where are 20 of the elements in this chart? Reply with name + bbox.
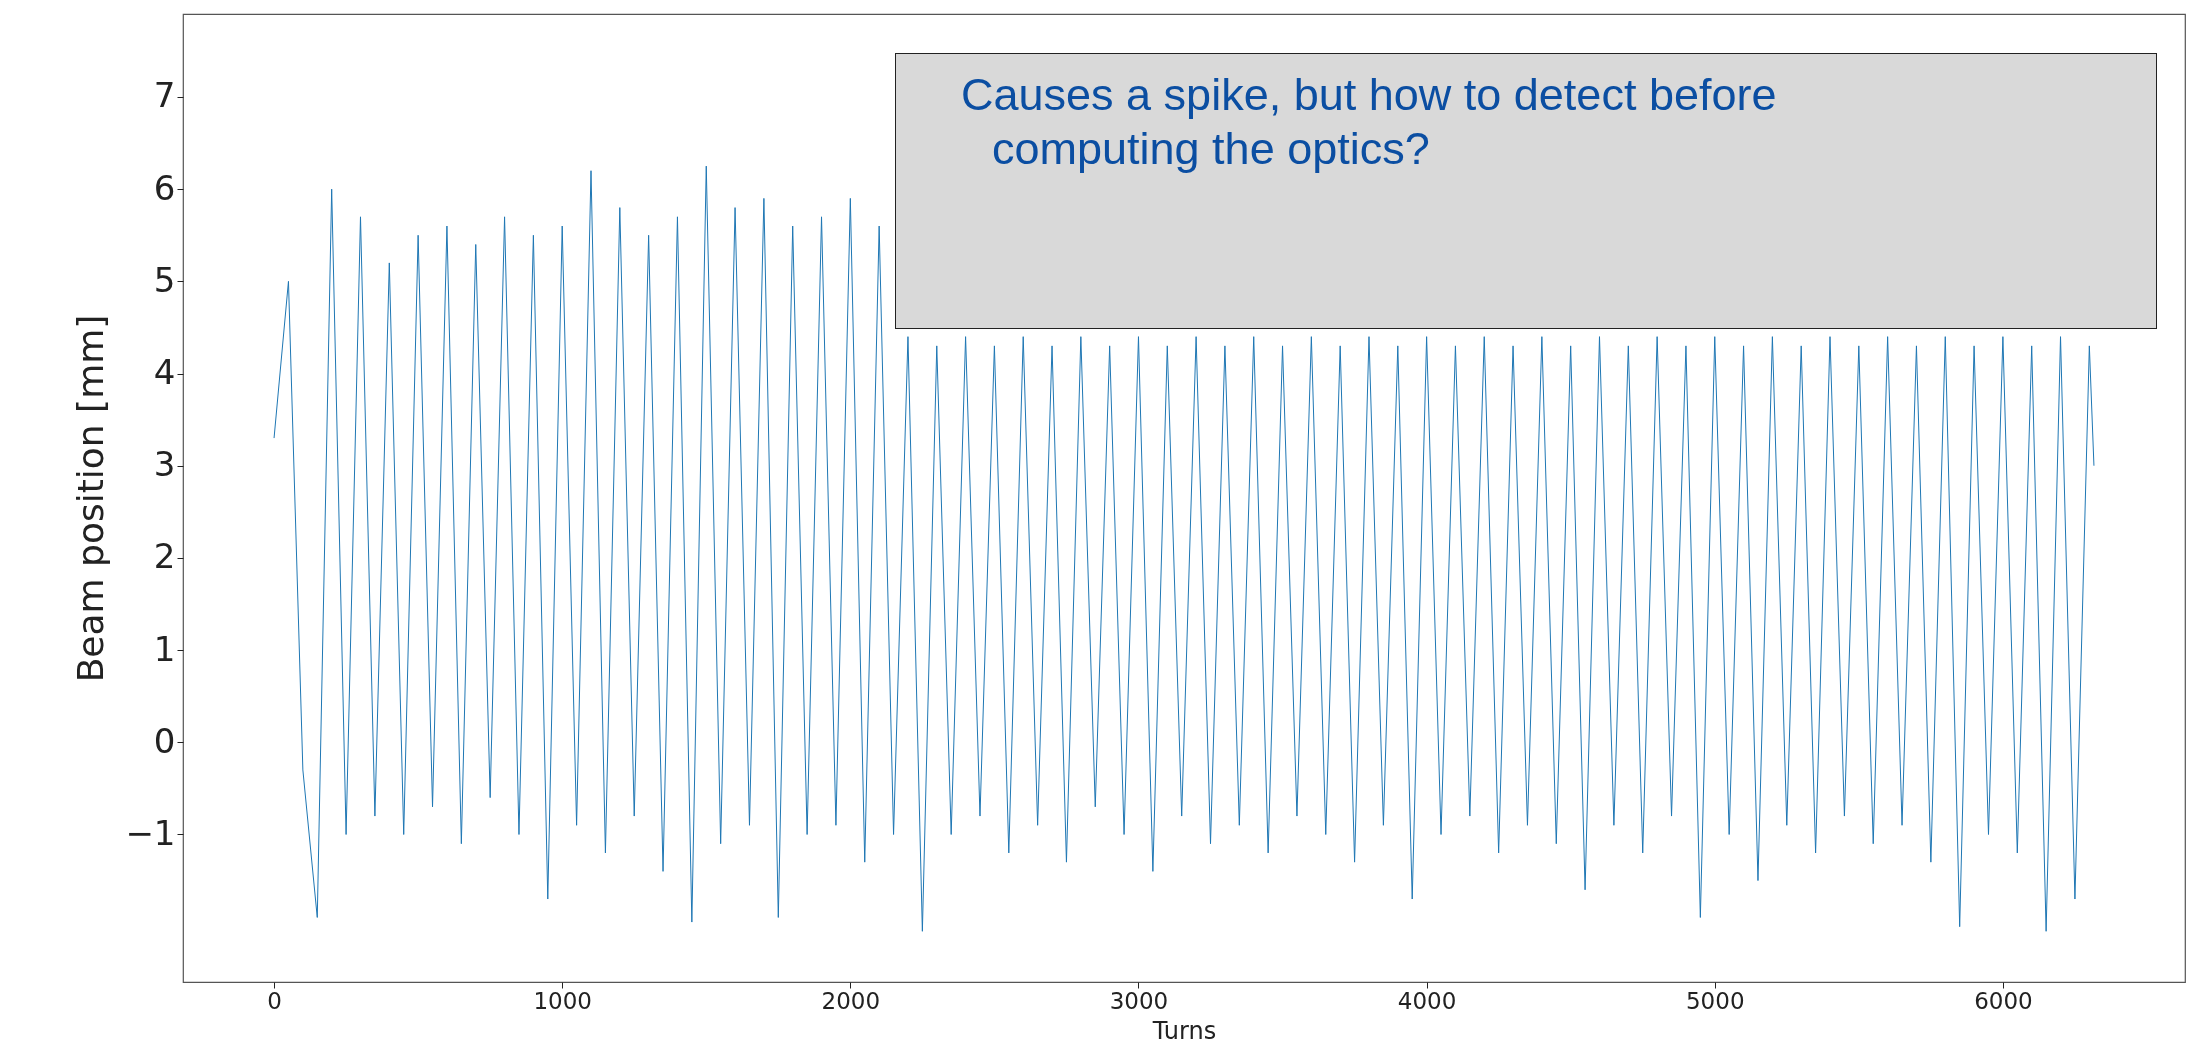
x-tick-label: 1000 — [533, 987, 592, 1014]
y-tick-label: 7 — [153, 75, 176, 116]
y-tick-label: 3 — [153, 444, 176, 485]
annotation: Causes a spike, but how to detect before computing the optics? — [961, 68, 1778, 176]
x-tick-label: 3000 — [1109, 987, 1169, 1014]
y-tick-label: 0 — [153, 720, 176, 761]
x-tick-label: 6000 — [1974, 987, 2033, 1014]
y-tick-label: 5 — [153, 259, 176, 300]
text-box: Causes a spike, but how to detect before computing the optics? — [895, 53, 2157, 329]
y-tick-label: 6 — [153, 167, 176, 208]
y-tick-label: −1 — [125, 813, 176, 853]
y-tick-label: 1 — [153, 628, 176, 669]
x-tick-label: 5000 — [1685, 987, 1745, 1014]
x-tick-label: 4000 — [1397, 987, 1457, 1014]
x-tick-label: 2000 — [821, 987, 881, 1014]
y-axis-title: Beam position [mm] — [70, 314, 112, 683]
x-tick-label: 0 — [267, 987, 282, 1014]
y-tick-label: 4 — [153, 352, 176, 393]
y-tick-label: 2 — [153, 536, 176, 577]
x-axis-title: Turns — [1151, 1016, 1217, 1045]
